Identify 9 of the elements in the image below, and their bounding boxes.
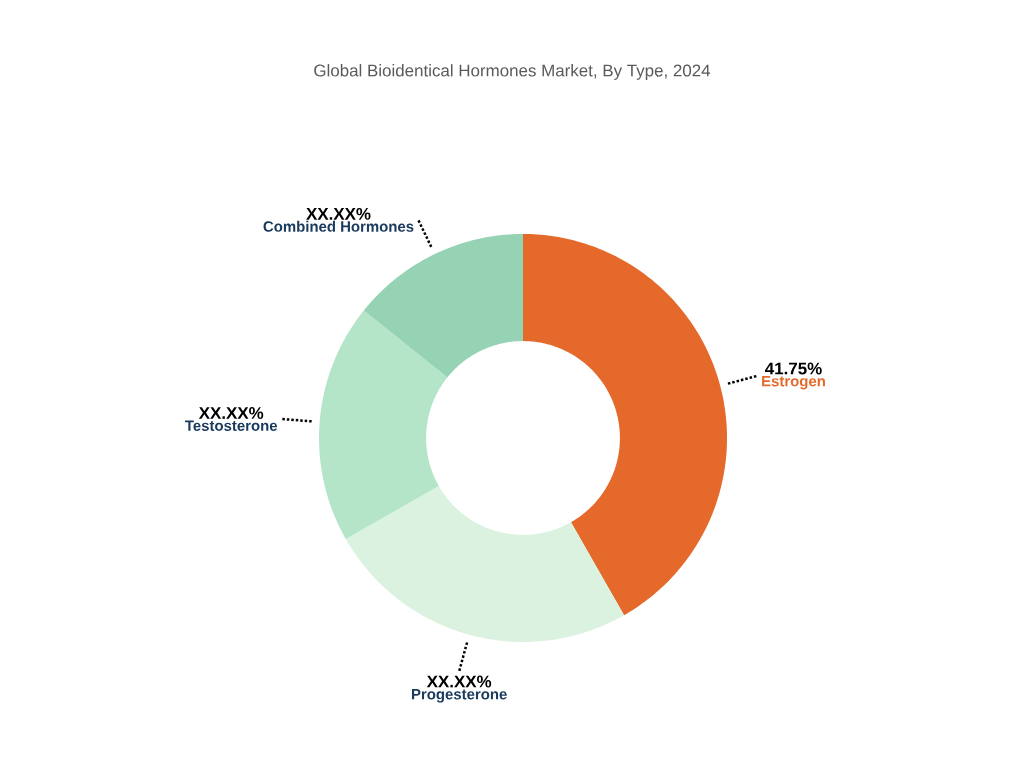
slice-label: Estrogen [762, 375, 825, 390]
chart-title: Global Bioidentical Hormones Market, By Type, 2024 [314, 64, 711, 80]
slice-label: Testosterone [185, 420, 278, 431]
data-label: 41.75% [765, 362, 822, 375]
slice-label: Progesterone [411, 689, 507, 703]
data-label: XX.XX% [198, 407, 264, 419]
slice-label: Combined Hormones [263, 220, 414, 232]
data-label: XX.XX% [426, 675, 492, 688]
data-label: XX.XX% [306, 207, 371, 220]
